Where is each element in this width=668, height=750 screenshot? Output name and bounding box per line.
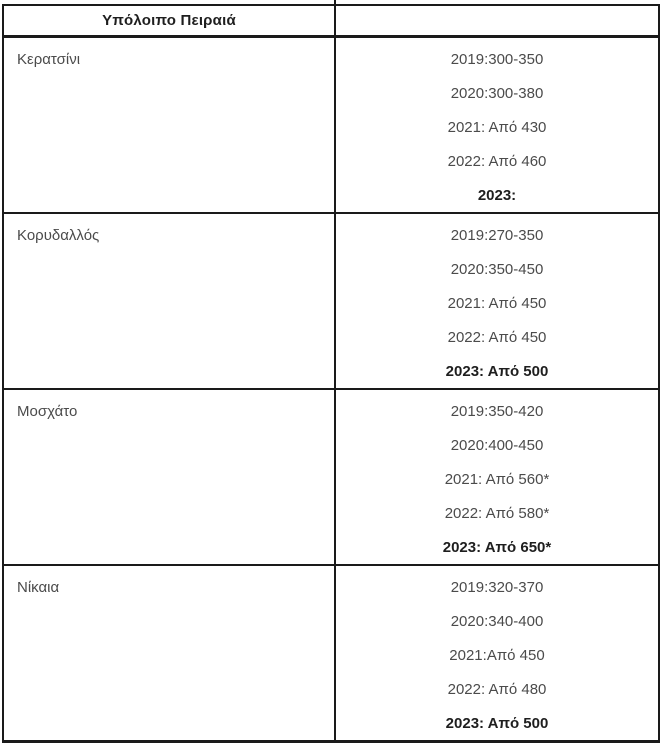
column-divider-stub <box>334 0 336 5</box>
table-header-empty-cell <box>336 6 658 35</box>
year-value-2022: 2022: Από 480 <box>447 680 547 698</box>
year-value-2022: 2022: Από 460 <box>447 152 547 170</box>
year-value-2020: 2020:400-450 <box>450 436 544 454</box>
price-table: Υπόλοιπο Πειραιά Κερατσίνι 2019:300-350 … <box>2 4 660 743</box>
table-row: Κορυδαλλός 2019:270-350 2020:350-450 202… <box>4 214 658 390</box>
year-value-2020: 2020:300-380 <box>450 84 544 102</box>
year-value-2019: 2019:270-350 <box>450 226 544 244</box>
area-label: Κερατσίνι <box>17 50 81 68</box>
year-value-2019: 2019:300-350 <box>450 50 544 68</box>
year-value-2020: 2020:350-450 <box>450 260 544 278</box>
area-label: Κορυδαλλός <box>17 226 100 244</box>
year-value-2023: 2023: Από 500 <box>445 362 549 380</box>
year-value-2021: 2021: Από 430 <box>447 118 547 136</box>
year-value-2023: 2023: Από 500 <box>445 714 549 732</box>
table-row: Κερατσίνι 2019:300-350 2020:300-380 2021… <box>4 38 658 214</box>
year-value-2023: 2023: <box>477 186 517 204</box>
table-row: Μοσχάτο 2019:350-420 2020:400-450 2021: … <box>4 390 658 566</box>
year-value-2019: 2019:320-370 <box>450 578 544 596</box>
year-value-2023: 2023: Από 650* <box>442 538 552 556</box>
year-value-2021: 2021:Από 450 <box>449 646 545 664</box>
table-header-label: Υπόλοιπο Πειραιά <box>4 6 336 35</box>
year-value-2019: 2019:350-420 <box>450 402 544 420</box>
area-label: Μοσχάτο <box>17 402 78 420</box>
year-value-2022: 2022: Από 450 <box>447 328 547 346</box>
year-value-2022: 2022: Από 580* <box>444 504 550 522</box>
area-label: Νίκαια <box>17 578 60 596</box>
table-row: Νίκαια 2019:320-370 2020:340-400 2021:Απ… <box>4 566 658 740</box>
year-value-2020: 2020:340-400 <box>450 612 544 630</box>
year-value-2021: 2021: Από 450 <box>447 294 547 312</box>
table-header-row: Υπόλοιπο Πειραιά <box>4 6 658 38</box>
year-value-2021: 2021: Από 560* <box>444 470 550 488</box>
